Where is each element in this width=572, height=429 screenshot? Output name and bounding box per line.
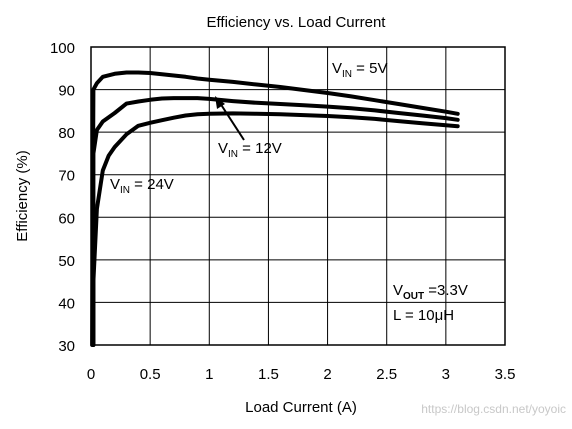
y-tick-label: 50 (58, 253, 75, 270)
y-tick-label: 70 (58, 168, 75, 185)
x-tick-labels: 0 0.5 1 1.5 2 2.5 3 3.5 (87, 366, 516, 383)
y-axis-label: Efficiency (%) (14, 150, 31, 241)
x-tick-label: 2 (323, 366, 331, 383)
label-vin-12v: VIN = 12V (218, 140, 282, 160)
series-line-vin-24v (91, 111, 460, 347)
x-tick-label: 1.5 (258, 366, 279, 383)
pointer-vin-12v (219, 102, 245, 141)
x-tick-label: 0 (87, 366, 95, 383)
label-vin-5v: VIN = 5V (332, 60, 387, 80)
grid-lines (91, 47, 505, 345)
watermark: https://blog.csdn.net/yoyoic (421, 402, 566, 416)
series-line-vin-5v (90, 70, 460, 347)
series-group (90, 70, 460, 347)
x-tick-label: 1 (205, 366, 213, 383)
x-tick-label: 3.5 (495, 366, 516, 383)
y-tick-labels: 30 40 50 60 70 80 90 100 (50, 40, 75, 355)
arrowhead-vin-12v (215, 96, 225, 109)
y-tick-label: 100 (50, 40, 75, 57)
label-inductor: L = 10μH (393, 307, 454, 324)
y-tick-label: 60 (58, 210, 75, 227)
x-tick-label: 3 (442, 366, 450, 383)
y-tick-label: 90 (58, 83, 75, 100)
chart-title: Efficiency vs. Load Current (207, 14, 387, 31)
y-tick-label: 40 (58, 295, 75, 312)
y-tick-label: 30 (58, 338, 75, 355)
y-tick-label: 80 (58, 125, 75, 142)
series-line-vin-12v (91, 96, 460, 347)
x-tick-label: 0.5 (140, 366, 161, 383)
x-tick-label: 2.5 (376, 366, 397, 383)
label-vout: VOUT =3.3V (393, 282, 468, 302)
plot-frame (90, 46, 506, 346)
x-axis-label: Load Current (A) (245, 399, 357, 416)
label-vin-24v: VIN = 24V (110, 176, 174, 196)
